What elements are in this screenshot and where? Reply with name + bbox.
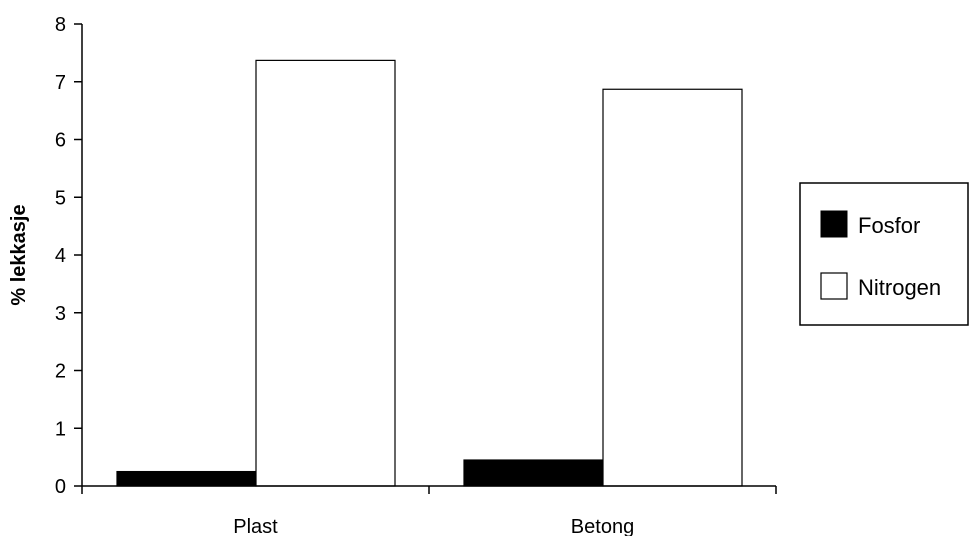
y-tick-label: 1 xyxy=(55,418,66,440)
y-axis-title: % lekkasje xyxy=(8,204,30,305)
y-tick-label: 2 xyxy=(55,361,66,383)
x-axis-ticks xyxy=(81,486,777,494)
bars xyxy=(116,59,743,487)
y-tick-label: 5 xyxy=(55,187,66,209)
legend-swatch-fosfor xyxy=(820,210,848,238)
bar-fosfor-betong xyxy=(463,459,604,487)
x-category-label: Betong xyxy=(571,516,634,536)
legend-label-nitrogen: Nitrogen xyxy=(858,275,941,300)
y-tick-label: 6 xyxy=(55,130,66,152)
y-tick-label: 3 xyxy=(55,303,66,325)
y-tick-label: 0 xyxy=(55,476,66,498)
x-category-label: Plast xyxy=(233,516,278,536)
y-tick-label: 4 xyxy=(55,245,66,267)
bar-nitrogen-betong xyxy=(602,88,743,487)
y-axis-ticks: 0 1 2 3 4 5 6 7 8 xyxy=(55,14,82,498)
bar-fosfor-plast xyxy=(116,470,257,487)
legend-swatch-nitrogen xyxy=(820,272,848,300)
y-tick-label: 8 xyxy=(55,14,66,36)
legend-box xyxy=(799,182,969,326)
category-labels: Plast Betong xyxy=(233,516,634,536)
bar-nitrogen-plast xyxy=(255,59,396,487)
y-tick-label: 7 xyxy=(55,72,66,94)
legend: Fosfor Nitrogen xyxy=(799,182,969,326)
legend-label-fosfor: Fosfor xyxy=(858,213,920,238)
